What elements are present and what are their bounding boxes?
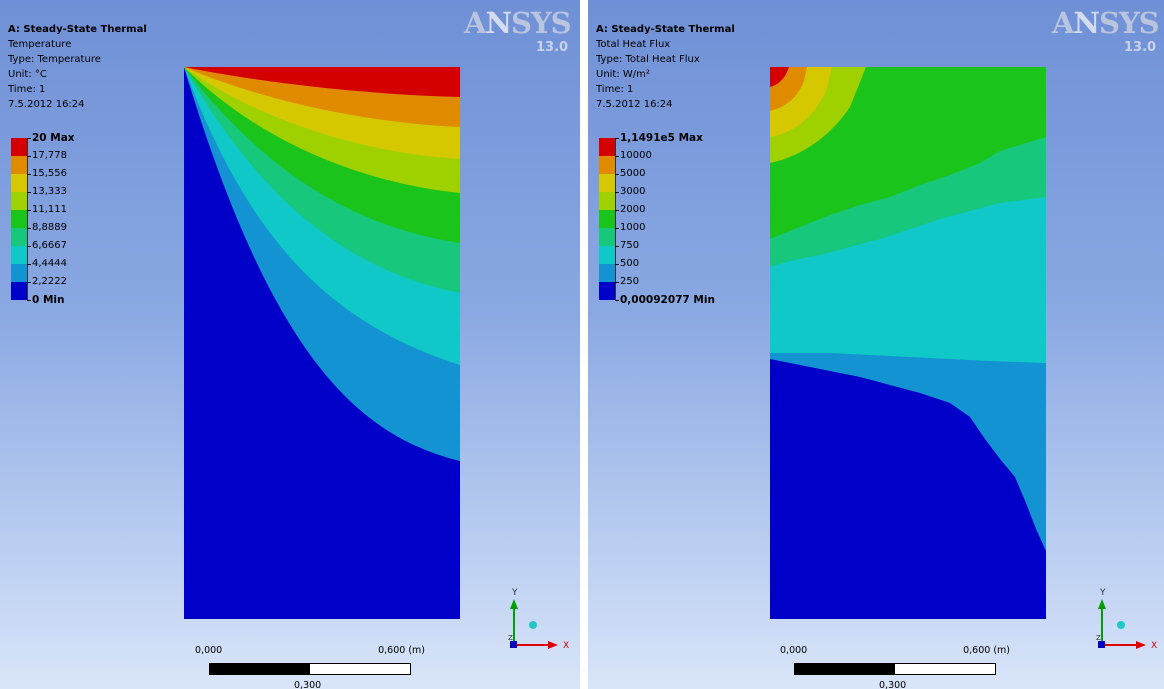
result-time: Time: 1 — [596, 84, 634, 95]
version-label: 13.0 — [1124, 40, 1157, 55]
result-name: Total Heat Flux — [596, 39, 671, 50]
legend-swatch — [11, 156, 28, 174]
ansys-logo: ANSYS — [1052, 6, 1160, 40]
temperature-viewport[interactable]: A: Steady-State Thermal Temperature Type… — [0, 0, 580, 689]
result-unit: Unit: W/m² — [596, 69, 650, 80]
ansys-logo: ANSYS — [464, 6, 572, 40]
scale-mid: 0,300 — [294, 680, 322, 689]
z-axis-label: Z — [508, 634, 513, 642]
legend-label: 750 — [620, 240, 640, 251]
result-time: Time: 1 — [8, 84, 46, 95]
legend-swatch — [599, 264, 616, 282]
axis-triad[interactable]: Y X Z — [1088, 585, 1158, 655]
legend-swatch — [599, 156, 616, 174]
axis-triad[interactable]: Y X Z — [500, 585, 570, 655]
result-type: Type: Total Heat Flux — [596, 54, 700, 65]
legend-swatch — [11, 264, 28, 282]
result-info: A: Steady-State Thermal Total Heat Flux … — [596, 22, 735, 112]
legend-label: 15,556 — [32, 168, 67, 179]
scale-start: 0,000 — [780, 645, 808, 656]
scale-mid: 0,300 — [879, 680, 907, 689]
scale-end: 0,600 (m) — [378, 645, 425, 656]
legend-swatch — [599, 282, 616, 300]
legend-label-min: 0,00092077 Min — [620, 294, 715, 306]
z-axis-label: Z — [1096, 634, 1101, 642]
legend-label: 2,2222 — [32, 276, 67, 287]
legend-swatch — [11, 138, 28, 156]
legend-label: 11,111 — [32, 204, 67, 215]
legend-swatch — [11, 210, 28, 228]
result-date: 7.5.2012 16:24 — [596, 99, 673, 110]
legend-label: 17,778 — [32, 150, 67, 161]
legend-swatch — [11, 192, 28, 210]
scale-bar: 0,000 0,600 (m) 0,300 — [780, 645, 1010, 689]
result-type: Type: Temperature — [8, 54, 101, 65]
scale-end: 0,600 (m) — [963, 645, 1010, 656]
legend-label: 6,6667 — [32, 240, 67, 251]
legend-swatch — [11, 228, 28, 246]
scale-bar: 0,000 0,600 (m) 0,300 — [195, 645, 425, 689]
legend-swatch — [11, 282, 28, 300]
y-axis-label: Y — [1099, 588, 1106, 598]
heat-flux-viewport[interactable]: A: Steady-State Thermal Total Heat Flux … — [588, 0, 1164, 689]
legend-label: 13,333 — [32, 186, 67, 197]
legend-swatch — [599, 246, 616, 264]
legend-label: 4,4444 — [32, 258, 67, 269]
version-label: 13.0 — [536, 40, 569, 55]
legend-swatch — [11, 246, 28, 264]
result-info: A: Steady-State Thermal Temperature Type… — [8, 22, 147, 112]
legend-label: 20 Max — [32, 132, 75, 144]
legend-label: 10000 — [620, 150, 652, 161]
analysis-title: A: Steady-State Thermal — [8, 24, 147, 35]
result-name: Temperature — [8, 39, 72, 50]
legend-swatch — [599, 228, 616, 246]
legend-label: 5000 — [620, 168, 646, 179]
legend-label-min: 0 Min — [32, 294, 65, 306]
legend-label: 500 — [620, 258, 640, 269]
scale-start: 0,000 — [195, 645, 223, 656]
y-axis-label: Y — [511, 588, 518, 598]
legend-swatch — [11, 174, 28, 192]
legend-label: 250 — [620, 276, 640, 287]
legend-swatch — [599, 192, 616, 210]
legend-swatch — [599, 174, 616, 192]
legend-label: 1,1491e5 Max — [620, 132, 703, 144]
result-date: 7.5.2012 16:24 — [8, 99, 85, 110]
legend-label: 8,8889 — [32, 222, 67, 233]
legend-label: 1000 — [620, 222, 646, 233]
x-axis-label: X — [563, 641, 569, 651]
legend-swatch — [599, 210, 616, 228]
legend-label: 3000 — [620, 186, 646, 197]
legend-swatch — [599, 138, 616, 156]
temperature-contour-plot — [184, 67, 460, 619]
legend-label: 2000 — [620, 204, 646, 215]
x-axis-label: X — [1151, 641, 1157, 651]
analysis-title: A: Steady-State Thermal — [596, 24, 735, 35]
result-unit: Unit: °C — [8, 69, 47, 80]
heat-flux-contour-plot — [770, 67, 1046, 619]
